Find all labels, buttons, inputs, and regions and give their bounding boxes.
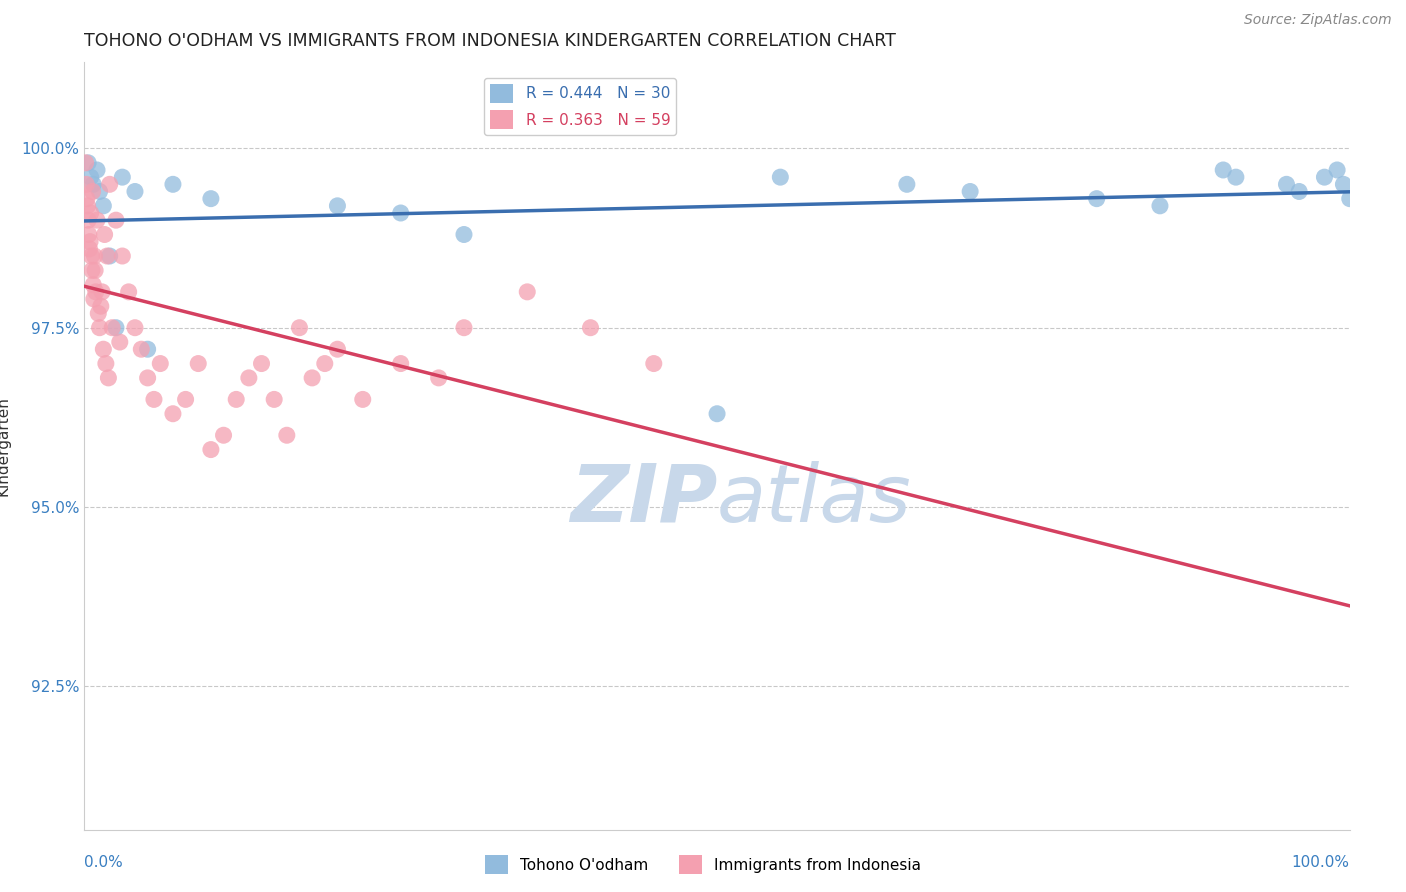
Point — [143, 392, 166, 407]
Text: atlas: atlas — [717, 460, 912, 539]
Point — [108, 334, 131, 349]
Point — [86, 213, 108, 227]
Point — [326, 199, 349, 213]
Point — [389, 357, 412, 371]
Point — [453, 320, 475, 334]
Text: 0.0%: 0.0% — [84, 855, 124, 870]
Point — [83, 292, 105, 306]
Point — [579, 320, 602, 334]
Point — [212, 428, 235, 442]
Point — [84, 263, 107, 277]
Point — [1326, 163, 1348, 178]
Point — [200, 442, 222, 457]
Point — [706, 407, 728, 421]
Point — [76, 192, 98, 206]
Point — [80, 263, 103, 277]
Point — [301, 371, 323, 385]
Point — [769, 170, 792, 185]
Point — [118, 285, 141, 299]
Point — [105, 320, 127, 334]
Point — [75, 178, 97, 192]
Point — [187, 357, 209, 371]
Point — [101, 320, 124, 334]
Point — [84, 285, 107, 299]
Legend: R = 0.444   N = 30, R = 0.363   N = 59: R = 0.444 N = 30, R = 0.363 N = 59 — [484, 78, 676, 135]
Point — [389, 206, 412, 220]
Point — [111, 249, 134, 263]
Point — [1288, 185, 1310, 199]
Point — [105, 213, 127, 227]
Point — [453, 227, 475, 242]
Point — [98, 178, 121, 192]
Point — [288, 320, 311, 334]
Point — [93, 227, 115, 242]
Point — [82, 277, 104, 292]
Point — [89, 320, 111, 334]
Point — [1333, 178, 1355, 192]
Point — [83, 249, 105, 263]
Text: Source: ZipAtlas.com: Source: ZipAtlas.com — [1244, 13, 1392, 28]
Point — [174, 392, 197, 407]
Point — [82, 178, 104, 192]
Text: ZIP: ZIP — [569, 460, 717, 539]
Point — [80, 249, 103, 263]
Point — [93, 342, 115, 356]
Point — [77, 213, 100, 227]
Point — [82, 185, 104, 199]
Point — [1149, 199, 1171, 213]
Point — [1085, 192, 1108, 206]
Point — [162, 407, 184, 421]
Point — [136, 371, 159, 385]
Point — [1225, 170, 1247, 185]
Point — [643, 357, 665, 371]
Point — [149, 357, 172, 371]
Point — [225, 392, 247, 407]
Point — [124, 185, 146, 199]
Point — [111, 170, 134, 185]
Point — [77, 227, 100, 242]
Point — [75, 156, 97, 170]
Point — [76, 199, 98, 213]
Point — [98, 249, 121, 263]
Point — [87, 306, 110, 320]
Point — [314, 357, 336, 371]
Point — [1212, 163, 1234, 178]
Text: 100.0%: 100.0% — [1292, 855, 1350, 870]
Point — [352, 392, 374, 407]
Point — [200, 192, 222, 206]
Point — [1339, 192, 1361, 206]
Point — [1275, 178, 1298, 192]
Point — [959, 185, 981, 199]
Point — [162, 178, 184, 192]
Point — [93, 199, 115, 213]
Point — [1313, 170, 1336, 185]
Point — [94, 357, 117, 371]
Point — [79, 170, 103, 185]
Point — [250, 357, 273, 371]
Point — [89, 185, 111, 199]
Point — [97, 371, 120, 385]
Point — [263, 392, 285, 407]
Point — [136, 342, 159, 356]
Point — [90, 299, 112, 313]
Point — [91, 285, 114, 299]
Point — [79, 235, 101, 249]
Point — [79, 242, 101, 256]
Point — [326, 342, 349, 356]
Point — [96, 249, 118, 263]
Point — [124, 320, 146, 334]
Point — [86, 163, 108, 178]
Point — [276, 428, 298, 442]
Point — [238, 371, 260, 385]
Point — [77, 156, 100, 170]
Text: TOHONO O'ODHAM VS IMMIGRANTS FROM INDONESIA KINDERGARTEN CORRELATION CHART: TOHONO O'ODHAM VS IMMIGRANTS FROM INDONE… — [84, 32, 896, 50]
Point — [129, 342, 153, 356]
Point — [516, 285, 538, 299]
Point — [79, 206, 103, 220]
Y-axis label: Kindergarten: Kindergarten — [0, 396, 10, 496]
Point — [896, 178, 918, 192]
Point — [427, 371, 450, 385]
Legend: Tohono O'odham, Immigrants from Indonesia: Tohono O'odham, Immigrants from Indonesi… — [479, 849, 927, 880]
